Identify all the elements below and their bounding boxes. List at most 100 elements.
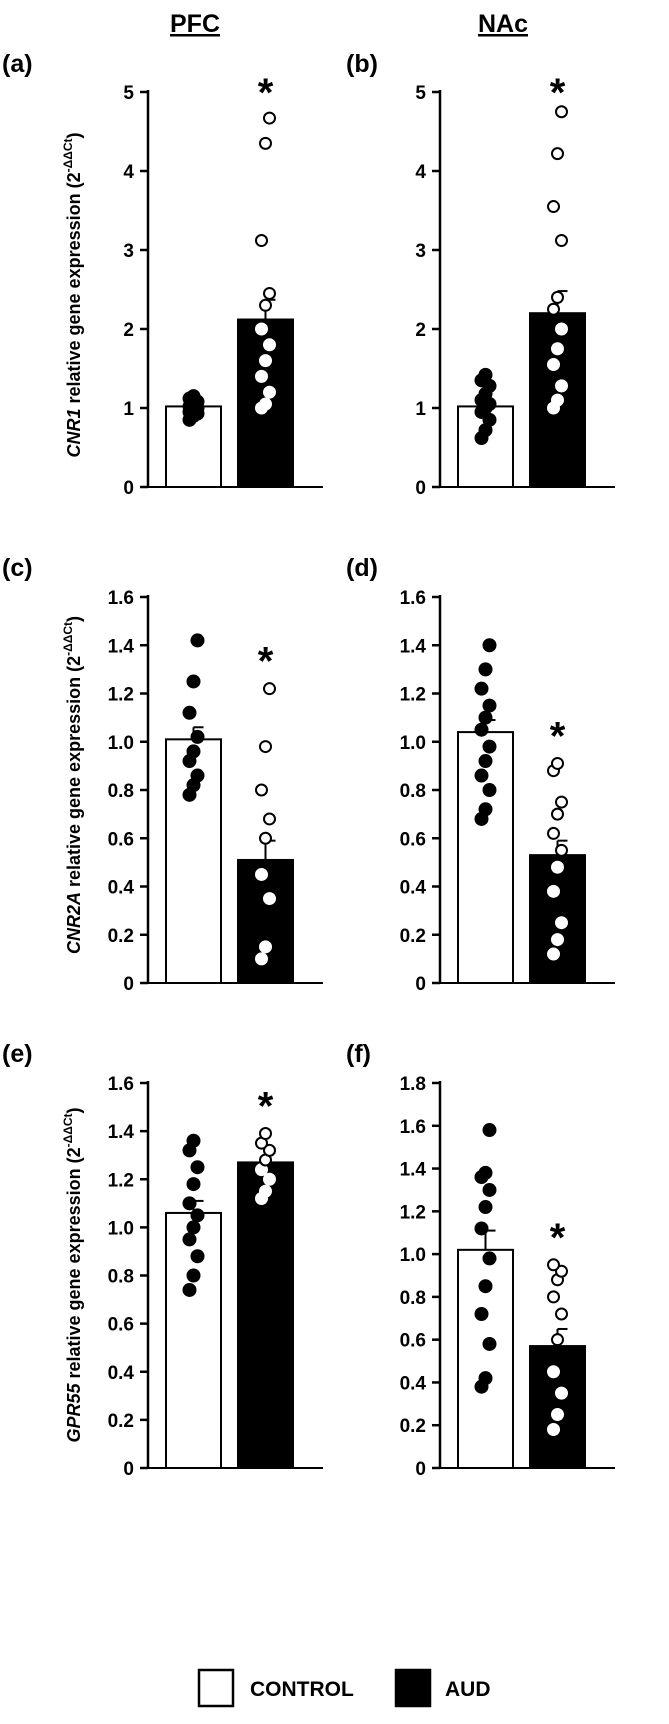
y-tick-label: 0 (123, 478, 134, 499)
y-tick-label: 1.0 (108, 733, 134, 754)
y-tick-label: 1.2 (108, 685, 134, 706)
y-tick-label: 0.4 (108, 1363, 135, 1384)
legend-label-control: CONTROL (250, 1678, 354, 1701)
data-point-aud (547, 200, 560, 214)
data-point-aud (555, 234, 568, 248)
y-tick-label: 0.4 (400, 1373, 427, 1394)
y-tick-label: 1.6 (400, 588, 426, 609)
y-tick-label: 1.2 (400, 1202, 426, 1223)
data-point-control (474, 768, 489, 783)
y-axis-text-row3: relative gene expression (2 (64, 1147, 84, 1383)
panel-label: (d) (346, 554, 378, 582)
data-point-aud (263, 682, 276, 696)
legend: CONTROL AUD (197, 1668, 491, 1708)
data-point-aud (547, 826, 560, 840)
data-point-aud (263, 892, 276, 906)
data-point-aud (555, 1386, 568, 1400)
y-axis-gene-row2: CNR2A (64, 892, 84, 954)
y-axis-gene-row3: GPR55 (64, 1383, 84, 1443)
data-point-aud (259, 1184, 272, 1198)
data-point-aud (263, 111, 276, 125)
y-tick-label: 0.4 (108, 878, 135, 899)
panels: (a) 0 1 2 3 4 5 * (b) 0 1 2 3 4 5 * (c) 0 0.2 0.4 0.6 0.8 1.0 1… (2, 50, 615, 1480)
data-point-aud (551, 290, 564, 304)
data-point-aud (555, 1307, 568, 1321)
y-tick-label: 0 (123, 1459, 134, 1480)
data-point-aud (263, 1172, 276, 1186)
data-point-aud (259, 831, 272, 845)
y-tick-label: 0 (415, 478, 426, 499)
data-point-control (482, 698, 497, 713)
data-point-control (478, 1200, 493, 1215)
y-axis-close-row1: ) (64, 132, 84, 138)
panel-label: (c) (2, 554, 33, 582)
data-point-control (186, 1177, 201, 1192)
y-tick-label: 1.6 (108, 588, 134, 609)
y-tick-label: 4 (123, 162, 134, 183)
data-point-control (190, 768, 205, 783)
y-axis-sup-row1: -ΔΔCt (61, 138, 75, 172)
data-point-control (186, 674, 201, 689)
data-point-control (482, 783, 497, 797)
data-point-aud (259, 298, 272, 312)
data-point-aud (263, 812, 276, 826)
data-point-control (186, 1220, 201, 1235)
data-point-control (478, 754, 493, 769)
data-point-aud (547, 1258, 560, 1272)
data-point-control (478, 710, 493, 725)
y-axis-text-row2: relative gene expression (2 (64, 656, 84, 892)
data-point-control (474, 1307, 489, 1321)
significance-star: * (550, 1216, 566, 1260)
data-point-aud (555, 379, 568, 393)
data-point-aud (555, 843, 568, 857)
data-point-control (182, 1282, 197, 1297)
data-point-aud (547, 947, 560, 961)
significance-star: * (258, 71, 274, 115)
bar-aud (529, 1345, 586, 1470)
y-tick-label: 1.0 (400, 733, 426, 754)
data-point-aud (259, 136, 272, 150)
data-point-aud (555, 795, 568, 809)
data-point-control (478, 662, 493, 677)
bar-control (457, 731, 514, 984)
data-point-control (182, 705, 197, 720)
panel-b: (b) 0 1 2 3 4 5 * (346, 50, 615, 499)
y-tick-label: 0.2 (108, 1411, 134, 1432)
data-point-aud (547, 358, 560, 372)
y-tick-label: 1.4 (108, 636, 135, 657)
y-tick-label: 1.6 (400, 1117, 426, 1138)
data-point-control (482, 1182, 497, 1197)
data-point-control (478, 1371, 493, 1386)
data-point-aud (555, 916, 568, 930)
significance-star: * (550, 71, 566, 115)
data-point-aud (255, 369, 268, 383)
data-point-aud (263, 385, 276, 399)
y-tick-label: 0.8 (108, 1267, 134, 1288)
y-tick-label: 5 (415, 83, 426, 104)
y-tick-label: 1 (415, 399, 426, 420)
data-point-control (482, 1251, 497, 1266)
y-tick-label: 0.2 (400, 1416, 426, 1437)
data-point-control (474, 722, 489, 737)
data-point-control (482, 739, 497, 754)
data-point-control (186, 1268, 201, 1283)
data-point-aud (259, 397, 272, 411)
data-point-aud (551, 342, 564, 356)
y-axis-label-row2: CNR2A relative gene expression (2-ΔΔCt) (61, 616, 84, 954)
data-point-aud (263, 338, 276, 352)
data-point-aud (551, 933, 564, 947)
data-point-aud (259, 1127, 272, 1141)
y-tick-label: 2 (123, 320, 134, 341)
data-point-control (482, 1336, 497, 1351)
data-point-control (186, 389, 201, 404)
data-point-control (478, 367, 493, 382)
y-tick-label: 0.8 (400, 781, 426, 802)
y-tick-label: 0.6 (400, 1331, 426, 1352)
y-axis-sup-row2: -ΔΔCt (61, 622, 75, 656)
y-tick-label: 4 (415, 162, 426, 183)
y-axis-text-row1: relative gene expression (2 (64, 172, 84, 408)
panel-d: (d) 0 0.2 0.4 0.6 0.8 1.0 1.2 1.4 1.6 * (346, 554, 615, 995)
y-tick-label: 1.0 (108, 1218, 134, 1239)
data-point-aud (551, 1333, 564, 1347)
bar-aud (237, 1161, 294, 1469)
